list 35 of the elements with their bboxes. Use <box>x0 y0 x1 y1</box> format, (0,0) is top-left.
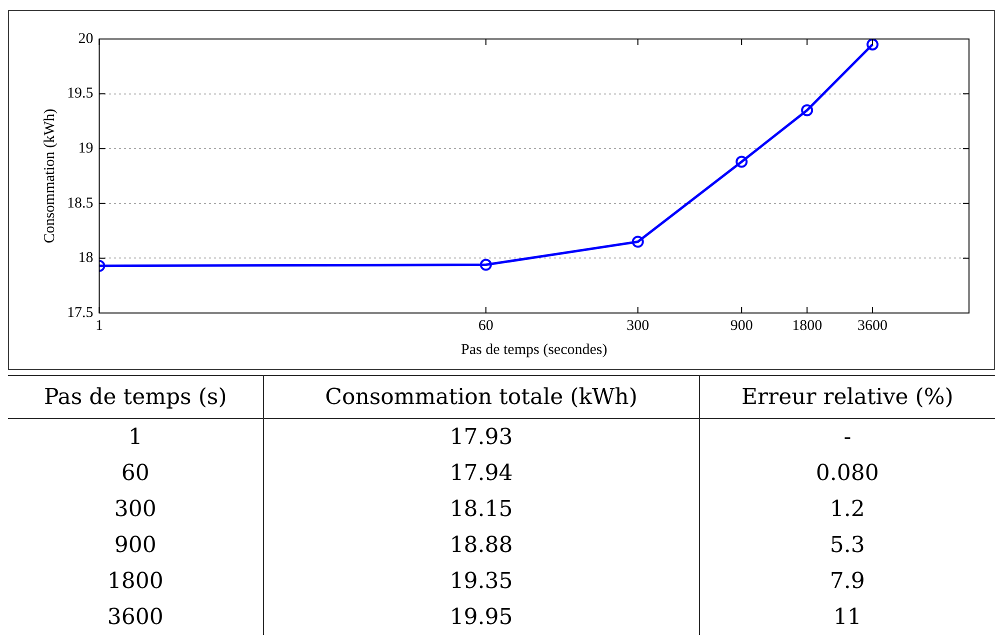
x-tick-label: 900 <box>730 318 753 334</box>
text: Consommation totale (kWh) <box>263 376 700 418</box>
text: 19.35 <box>263 563 700 599</box>
y-tick-label: 18.5 <box>67 195 94 212</box>
text: 7.9 <box>828 568 866 596</box>
y-axis-title: Consommation (kWh) <box>42 108 58 244</box>
text: 1 <box>127 424 144 452</box>
text: 5.3 <box>828 532 866 560</box>
y-tick-label: 17.5 <box>67 304 94 321</box>
y-tick-label: 19 <box>78 140 94 157</box>
x-tick-label: 1 <box>96 318 103 334</box>
y-tick-label: 19.5 <box>67 86 94 102</box>
y-tick-label: 20 <box>78 30 94 47</box>
text: 17.94 <box>263 455 700 491</box>
x-tick-label: 3600 <box>858 318 888 334</box>
y-tick-label: 18 <box>78 250 94 266</box>
text: - <box>842 424 852 452</box>
x-tick-label: 60 <box>478 318 494 334</box>
text: 19.95 <box>263 599 700 635</box>
text: 60 <box>120 460 150 488</box>
x-tick-label: 300 <box>626 318 650 334</box>
text: 17.93 <box>263 418 700 455</box>
text: 0.080 <box>814 460 880 488</box>
text: 18.88 <box>263 527 700 563</box>
text: 1.2 <box>828 496 866 524</box>
text: 1800 <box>106 568 164 596</box>
text: 18.15 <box>263 491 700 527</box>
text: 11 <box>832 604 862 632</box>
text: 3600 <box>106 604 164 632</box>
x-axis-title: Pas de temps (secondes) <box>461 342 608 358</box>
text: Pas de temps (s) <box>8 376 264 418</box>
text: Erreur relative (%) <box>699 376 995 418</box>
x-tick-label: 1800 <box>792 318 822 334</box>
text: 900 <box>113 532 158 560</box>
text: 300 <box>113 496 158 524</box>
